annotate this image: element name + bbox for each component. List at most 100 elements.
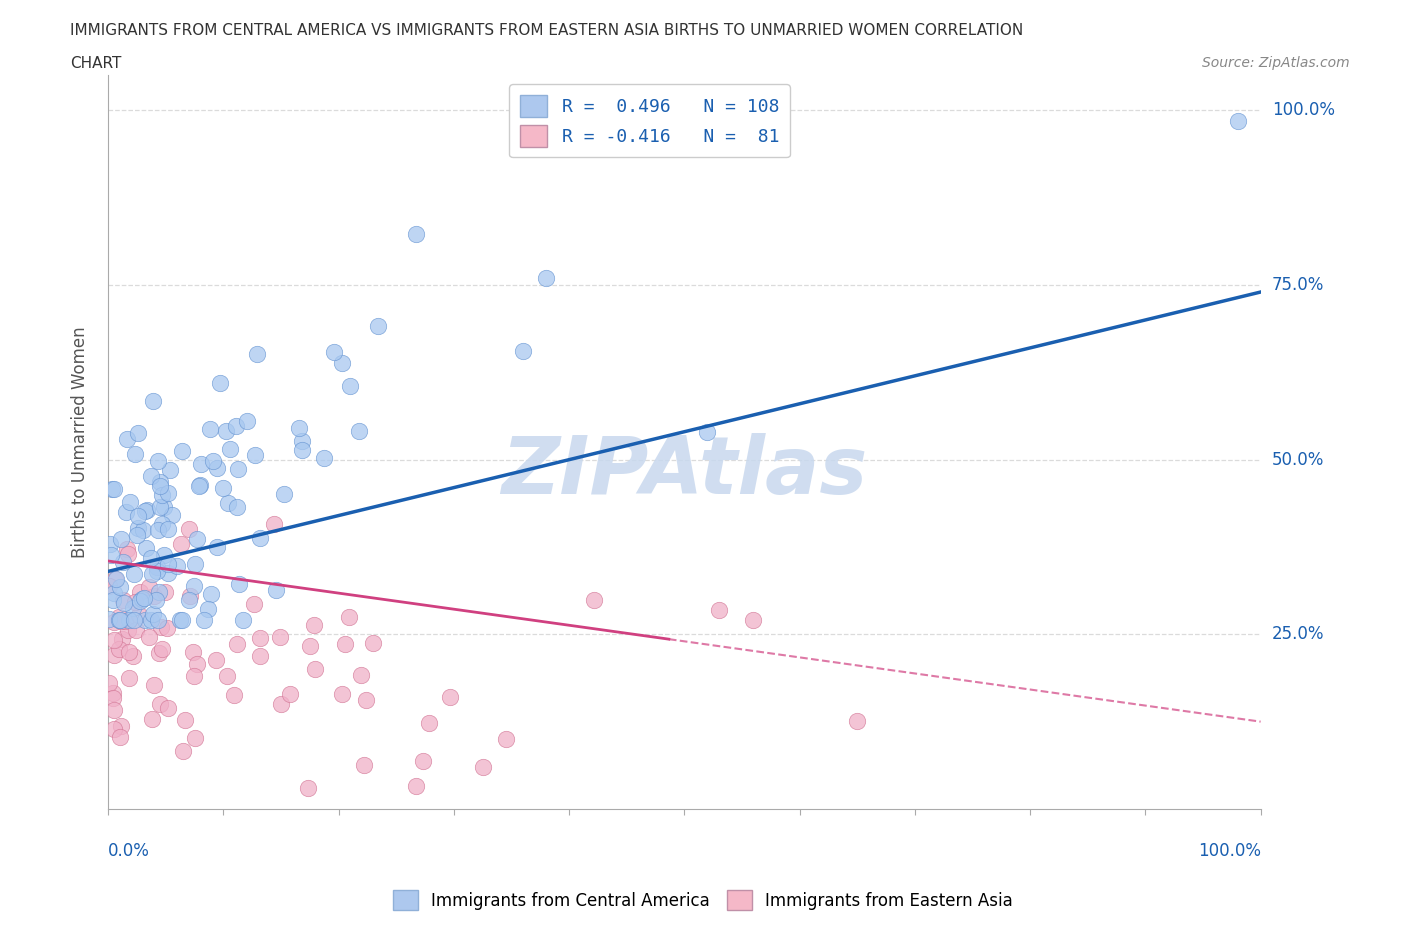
Point bbox=[129, 584, 152, 599]
Point bbox=[141, 711, 163, 726]
Text: IMMIGRANTS FROM CENTRAL AMERICA VS IMMIGRANTS FROM EASTERN ASIA BIRTHS TO UNMARR: IMMIGRANTS FROM CENTRAL AMERICA VS IMMIG… bbox=[70, 23, 1024, 38]
Point bbox=[160, 508, 183, 523]
Point bbox=[131, 591, 153, 606]
Point bbox=[138, 579, 160, 594]
Point bbox=[115, 542, 138, 557]
Point bbox=[141, 551, 163, 565]
Point bbox=[103, 482, 125, 497]
Point bbox=[222, 688, 245, 703]
Point bbox=[337, 610, 360, 625]
Text: ZIPAtlas: ZIPAtlas bbox=[501, 432, 868, 511]
Point bbox=[582, 592, 605, 607]
Point bbox=[184, 731, 207, 746]
Point bbox=[104, 571, 127, 586]
Point bbox=[207, 540, 229, 555]
Point bbox=[184, 557, 207, 572]
Point bbox=[103, 722, 125, 737]
Point bbox=[156, 522, 179, 537]
Point bbox=[152, 517, 174, 532]
Point bbox=[110, 614, 132, 629]
Point bbox=[353, 757, 375, 772]
Point bbox=[166, 559, 188, 574]
Point bbox=[108, 642, 131, 657]
Point bbox=[145, 592, 167, 607]
Point bbox=[132, 523, 155, 538]
Point bbox=[707, 603, 730, 618]
Point bbox=[135, 502, 157, 517]
Point bbox=[150, 641, 173, 656]
Point bbox=[215, 669, 238, 684]
Point bbox=[405, 227, 427, 242]
Point bbox=[225, 499, 247, 514]
Point bbox=[128, 593, 150, 608]
Point bbox=[98, 537, 121, 551]
Point bbox=[142, 393, 165, 408]
Point bbox=[108, 579, 131, 594]
Point bbox=[122, 613, 145, 628]
Point bbox=[226, 461, 249, 476]
Point bbox=[472, 759, 495, 774]
Point bbox=[202, 454, 225, 469]
Point bbox=[148, 645, 170, 660]
Point bbox=[170, 613, 193, 628]
Point bbox=[405, 778, 427, 793]
Point bbox=[110, 719, 132, 734]
Text: 50.0%: 50.0% bbox=[1272, 451, 1324, 469]
Point bbox=[149, 478, 172, 493]
Point bbox=[141, 567, 163, 582]
Point bbox=[846, 713, 869, 728]
Point bbox=[139, 613, 162, 628]
Point bbox=[249, 648, 271, 663]
Point bbox=[125, 527, 148, 542]
Point bbox=[249, 631, 271, 645]
Point bbox=[122, 601, 145, 616]
Text: 100.0%: 100.0% bbox=[1198, 842, 1261, 860]
Point bbox=[186, 531, 208, 546]
Point bbox=[104, 572, 127, 587]
Point bbox=[218, 442, 240, 457]
Point bbox=[200, 587, 222, 602]
Point bbox=[534, 271, 557, 286]
Point bbox=[148, 499, 170, 514]
Point bbox=[141, 469, 163, 484]
Point bbox=[128, 607, 150, 622]
Point bbox=[183, 644, 205, 659]
Text: CHART: CHART bbox=[70, 56, 122, 71]
Point bbox=[142, 606, 165, 621]
Point bbox=[339, 379, 361, 393]
Point bbox=[273, 486, 295, 501]
Point bbox=[150, 619, 173, 634]
Point bbox=[150, 487, 173, 502]
Point bbox=[156, 557, 179, 572]
Point bbox=[153, 585, 176, 600]
Point bbox=[101, 686, 124, 701]
Point bbox=[1226, 113, 1249, 128]
Text: 75.0%: 75.0% bbox=[1272, 276, 1324, 294]
Point bbox=[304, 661, 326, 676]
Y-axis label: Births to Unmarried Women: Births to Unmarried Women bbox=[72, 326, 89, 558]
Point bbox=[103, 585, 125, 600]
Point bbox=[98, 578, 121, 593]
Point bbox=[108, 613, 131, 628]
Point bbox=[122, 566, 145, 581]
Point bbox=[742, 613, 765, 628]
Point bbox=[125, 622, 148, 637]
Point bbox=[350, 668, 373, 683]
Point bbox=[153, 499, 176, 514]
Point bbox=[101, 482, 124, 497]
Point bbox=[124, 446, 146, 461]
Point bbox=[115, 504, 138, 519]
Point bbox=[347, 424, 370, 439]
Point bbox=[512, 344, 534, 359]
Text: Source: ZipAtlas.com: Source: ZipAtlas.com bbox=[1202, 56, 1350, 70]
Point bbox=[124, 594, 146, 609]
Point bbox=[269, 630, 291, 644]
Point bbox=[270, 697, 292, 711]
Point bbox=[146, 454, 169, 469]
Point bbox=[177, 522, 200, 537]
Point bbox=[145, 560, 167, 575]
Point bbox=[330, 355, 353, 370]
Point bbox=[361, 635, 384, 650]
Point bbox=[439, 689, 461, 704]
Point bbox=[101, 690, 124, 705]
